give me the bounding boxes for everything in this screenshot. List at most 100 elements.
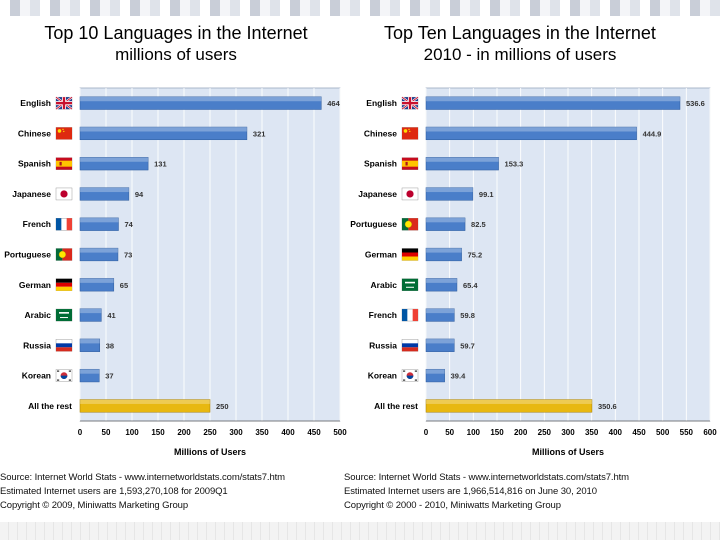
source-line: Source: Internet World Stats - www.inter…: [344, 472, 629, 483]
bar-highlight: [426, 187, 473, 193]
decorative-tile: [110, 0, 120, 16]
flag-star: [403, 129, 408, 133]
decorative-tile: [560, 0, 570, 16]
category-label: Korean: [368, 371, 397, 381]
category-label: Arabic: [25, 310, 52, 320]
flag-emblem: [59, 161, 62, 166]
bar-german: [79, 278, 115, 292]
flag-script: [405, 281, 415, 284]
value-label: 536.6: [686, 99, 705, 108]
flag-band: [56, 286, 72, 291]
bar-chinese: [425, 126, 637, 141]
flag-emblem: [404, 220, 412, 228]
bar-highlight: [80, 248, 118, 253]
decorative-tile: [340, 0, 350, 16]
flag-kr-icon: [401, 369, 419, 382]
decorative-tile: [140, 0, 150, 16]
bar-highlight: [426, 248, 462, 253]
flag-star: [63, 130, 65, 133]
x-tick-label: 0: [78, 428, 83, 437]
flag-cn-icon: [401, 127, 419, 140]
decorative-tile: [580, 0, 590, 16]
category-label: French: [369, 310, 397, 320]
flag-ru-icon: [401, 339, 419, 352]
x-tick-label: 350: [255, 428, 269, 437]
bar-highlight: [80, 369, 100, 374]
value-label: 65: [120, 281, 128, 290]
bar-french: [79, 217, 119, 231]
decorative-tile: [70, 0, 80, 16]
decorative-tile: [440, 0, 450, 16]
value-label: 444.9: [643, 129, 662, 138]
decorative-tile: [150, 0, 160, 16]
value-label: 82.5: [471, 220, 486, 229]
value-label: 73: [124, 251, 132, 260]
x-tick-label: 450: [632, 428, 646, 437]
decorative-tile: [700, 0, 710, 16]
bar-highlight: [426, 308, 455, 314]
value-label: 59.8: [460, 311, 475, 320]
flag-band: [402, 248, 418, 253]
category-label: All the rest: [28, 401, 72, 411]
bar-highlight: [80, 96, 322, 102]
bar-japanese: [79, 187, 130, 201]
decorative-tile: [710, 0, 720, 16]
flag-band: [402, 347, 418, 352]
decorative-tile: [370, 0, 380, 16]
flag-fr-icon: [401, 308, 419, 322]
category-label: Arabic: [371, 280, 398, 290]
gridlines: [79, 88, 341, 421]
flag-taeguk: [406, 375, 414, 379]
value-label: 59.7: [460, 341, 475, 350]
flag-sword: [406, 286, 414, 288]
decorative-tile: [430, 0, 440, 16]
source-line: Source: Internet World Stats - www.inter…: [0, 472, 285, 483]
decorative-tile: [40, 0, 50, 16]
x-tick-label: 200: [177, 428, 191, 437]
decorative-tile: [200, 0, 210, 16]
x-tick-label: 250: [538, 428, 552, 437]
bar-highlight: [80, 217, 119, 223]
decorative-tile: [550, 0, 560, 16]
bar-highlight: [426, 399, 592, 404]
flag-band: [402, 256, 418, 261]
flag-star: [62, 128, 64, 131]
decorative-tile: [400, 0, 410, 16]
bar-highlight: [426, 157, 499, 162]
chart-subtitle: 2010 - in millions of users: [423, 45, 617, 64]
bar-highlight: [426, 369, 445, 374]
flag-trigram: [57, 379, 60, 381]
category-label: Portuguese: [350, 219, 397, 229]
bar-highlight: [426, 127, 637, 132]
decorative-tile: [520, 0, 530, 16]
category-label: German: [365, 250, 397, 260]
value-label: 464: [327, 99, 340, 108]
flag-pt-icon: [55, 248, 73, 261]
value-label: 153.3: [505, 160, 524, 169]
decorative-tile: [290, 0, 300, 16]
flag-jp-icon: [55, 187, 73, 201]
decorative-tile: [60, 0, 70, 16]
category-label: Chinese: [18, 128, 51, 138]
flag-field: [56, 127, 72, 140]
decorative-tile: [310, 0, 320, 16]
flag-trigram: [403, 379, 406, 381]
flag-sun: [406, 190, 414, 198]
category-label: All the rest: [374, 401, 418, 411]
value-label: 94: [135, 190, 144, 199]
x-tick-label: 150: [490, 428, 504, 437]
flag-kr-icon: [55, 369, 73, 382]
bar-french: [425, 308, 455, 322]
flag-sa-icon: [55, 308, 73, 322]
flag-script: [59, 312, 69, 314]
bar-japanese: [425, 187, 474, 201]
bar-chart-2009: 0 50 100 150 200 250 300 350 400 450 500 Millions o…: [4, 87, 347, 457]
bar-english: [79, 96, 322, 110]
category-label: Japanese: [12, 189, 51, 199]
copyright-line: Copyright © 2000 - 2010, Miniwatts Marke…: [344, 500, 561, 511]
decorative-tile: [20, 0, 30, 16]
flag-band: [66, 218, 72, 231]
decorative-tile: [300, 0, 310, 16]
bar-highlight: [80, 338, 100, 344]
category-label: Spanish: [18, 159, 51, 169]
